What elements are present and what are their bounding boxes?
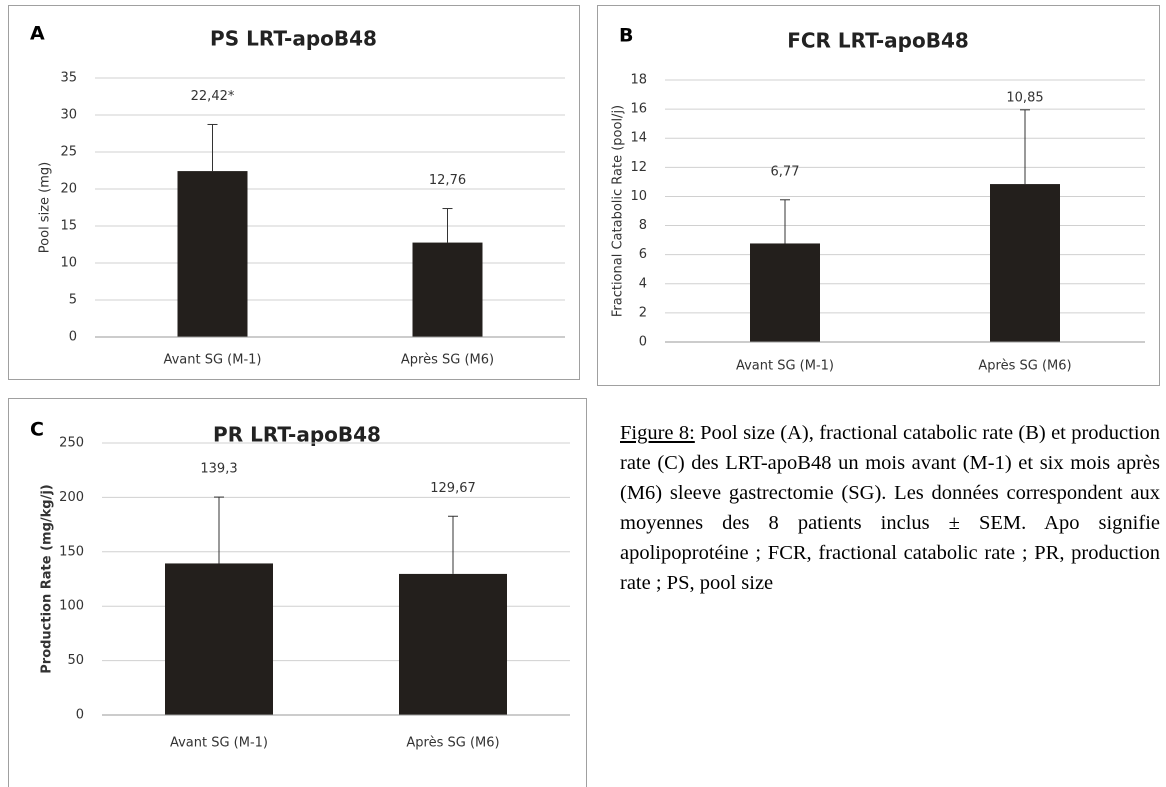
panel-frame [597,5,1160,386]
y-axis-label: Pool size (mg) [38,162,53,253]
y-tick-label: 10 [60,256,77,271]
caption-label: Figure 8: [620,422,695,444]
y-tick-label: 2 [639,305,647,320]
panel-letter: B [619,25,633,47]
y-tick-label: 250 [59,436,84,451]
caption: Figure 8: Pool size (A), fractional cata… [620,418,1160,598]
y-tick-label: 5 [69,293,77,308]
value-label: 22,42* [191,89,235,104]
chart-title: FCR LRT-apoB48 [787,29,969,53]
value-label: 139,3 [200,462,237,477]
y-tick-label: 35 [60,71,77,86]
y-tick-label: 10 [630,189,647,204]
y-tick-label: 0 [69,330,77,345]
y-tick-label: 25 [60,145,77,160]
y-tick-label: 150 [59,544,84,559]
y-tick-label: 4 [639,276,647,291]
panel-letter: C [30,419,44,441]
y-tick-label: 16 [630,102,647,117]
x-tick-label: Après SG (M6) [401,353,494,368]
value-label: 10,85 [1006,91,1043,106]
x-tick-label: Avant SG (M-1) [163,353,261,368]
panel-frame [8,5,580,380]
y-tick-label: 200 [59,490,84,505]
y-tick-label: 20 [60,182,77,197]
y-tick-label: 30 [60,108,77,123]
bar [165,563,273,715]
chart-title: PS LRT-apoB48 [210,27,377,51]
y-tick-label: 12 [630,160,647,175]
y-tick-label: 50 [67,653,84,668]
caption-text: Pool size (A), fractional catabolic rate… [620,422,1161,594]
bar [412,242,483,337]
bar [990,184,1060,342]
y-tick-label: 15 [60,219,77,234]
bar [177,171,248,337]
x-tick-label: Après SG (M6) [978,359,1071,374]
x-tick-label: Avant SG (M-1) [170,736,268,751]
panel-frame [8,398,587,787]
value-label: 12,76 [429,173,466,188]
y-tick-label: 100 [59,599,84,614]
x-tick-label: Après SG (M6) [406,736,499,751]
y-axis-label: Fractional Catabolic Rate (pool/j) [611,105,626,317]
y-tick-label: 0 [639,335,647,350]
bar [750,243,820,342]
bar [399,573,507,715]
y-tick-label: 14 [630,131,647,146]
value-label: 129,67 [430,481,476,496]
y-tick-label: 6 [639,247,647,262]
y-tick-label: 8 [639,218,647,233]
y-tick-label: 0 [76,708,84,723]
y-axis-label: Production Rate (mg/kg/j) [40,484,55,674]
y-tick-label: 18 [630,73,647,88]
value-label: 6,77 [771,164,800,179]
x-tick-label: Avant SG (M-1) [736,359,834,374]
panel-letter: A [30,23,45,45]
